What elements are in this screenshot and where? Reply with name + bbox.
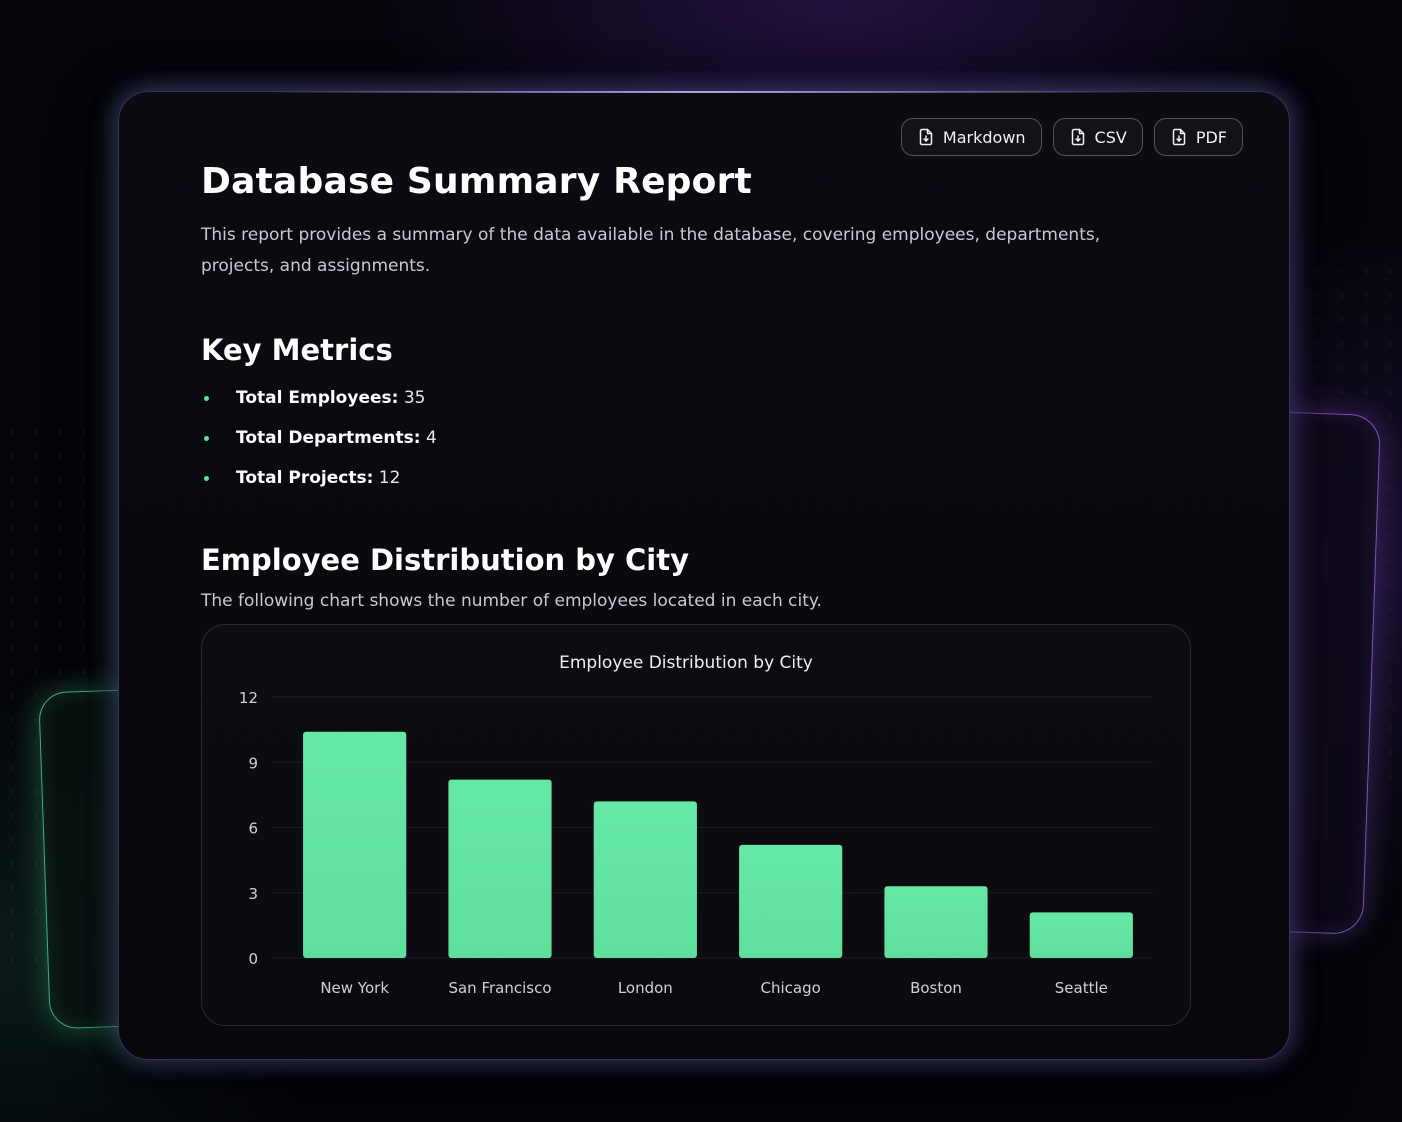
metric-value: 4 xyxy=(425,428,437,448)
file-download-icon xyxy=(1172,128,1186,146)
bullet-icon xyxy=(204,476,209,481)
metric-total-departments: Total Departments: 4 xyxy=(201,418,1161,458)
x-tick-label: Chicago xyxy=(761,979,821,997)
distribution-heading: Employee Distribution by City xyxy=(201,543,689,577)
export-toolbar: Markdown CSV PDF xyxy=(900,118,1243,156)
export-pdf-label: PDF xyxy=(1195,127,1227,147)
export-markdown-label: Markdown xyxy=(942,127,1026,147)
export-pdf-button[interactable]: PDF xyxy=(1153,118,1243,156)
bar xyxy=(884,886,988,958)
x-tick-label: New York xyxy=(320,979,389,997)
file-download-icon xyxy=(1071,128,1084,146)
y-tick-label: 9 xyxy=(248,754,258,772)
metric-label: Total Departments: xyxy=(236,428,421,448)
metric-total-projects: Total Projects: 12 xyxy=(201,458,1161,498)
chart-container: Employee Distribution by City 0 3 6 9 12 New Y… xyxy=(201,624,1191,1026)
report-card: Markdown CSV PDF xyxy=(118,91,1290,1060)
metric-value: 12 xyxy=(378,468,401,488)
bar xyxy=(303,731,407,958)
export-csv-label: CSV xyxy=(1094,127,1127,147)
bar xyxy=(739,844,843,958)
y-tick-label: 0 xyxy=(248,950,258,968)
x-tick-label: San Francisco xyxy=(448,979,551,997)
metric-value: 35 xyxy=(403,388,426,408)
x-tick-label: London xyxy=(618,979,673,997)
key-metrics-list: Total Employees: 35 Total Departments: 4… xyxy=(201,378,1161,498)
report-content: Database Summary Report This report prov… xyxy=(201,158,1161,614)
metric-label: Total Projects: xyxy=(236,468,374,488)
x-tick-label: Boston xyxy=(910,979,962,997)
bullet-icon xyxy=(204,436,209,441)
y-tick-label: 12 xyxy=(239,689,258,707)
bullet-icon xyxy=(204,396,209,401)
chart-title: Employee Distribution by City xyxy=(559,653,813,673)
metric-label: Total Employees: xyxy=(236,388,399,408)
distribution-description: The following chart shows the number of … xyxy=(201,591,822,611)
file-download-icon xyxy=(919,128,933,146)
y-tick-label: 6 xyxy=(248,820,258,838)
bar-chart: Employee Distribution by City 0 3 6 9 12 New Y… xyxy=(239,653,1154,997)
metric-total-employees: Total Employees: 35 xyxy=(201,378,1161,418)
report-intro: This report provides a summary of the da… xyxy=(201,225,1101,276)
x-tick-label: Seattle xyxy=(1055,979,1108,997)
key-metrics-heading: Key Metrics xyxy=(201,333,393,367)
bar xyxy=(593,801,697,958)
page-title: Database Summary Report xyxy=(201,161,752,202)
y-tick-label: 3 xyxy=(248,885,258,903)
bar xyxy=(448,779,552,958)
export-csv-button[interactable]: CSV xyxy=(1052,118,1143,156)
export-markdown-button[interactable]: Markdown xyxy=(900,118,1042,156)
bar xyxy=(1029,912,1133,958)
